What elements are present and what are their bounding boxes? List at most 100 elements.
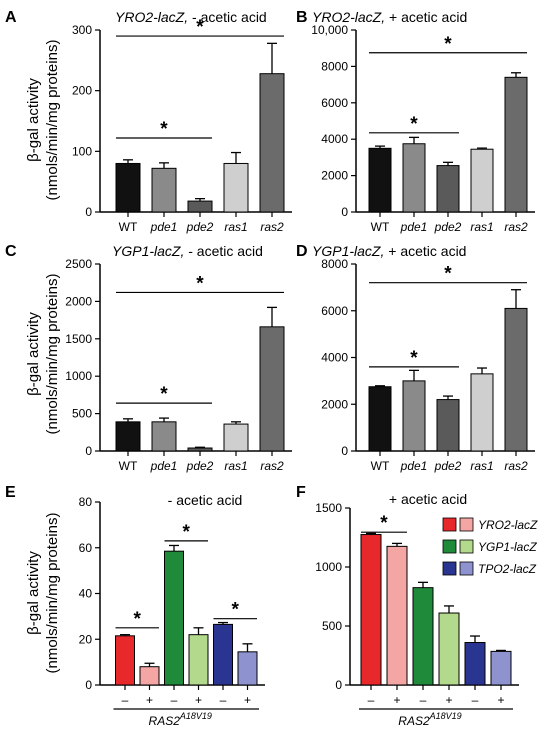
- significance-star: *: [134, 609, 142, 630]
- bar-C-0: [115, 421, 141, 452]
- bar-E-3: [188, 634, 209, 686]
- bar-A-2: [187, 200, 213, 213]
- category-label: ras2: [260, 220, 284, 234]
- category-label: pde1: [400, 220, 428, 234]
- category-label: –: [420, 693, 427, 707]
- group-label-allele: A18V19: [429, 711, 462, 721]
- group-label-gene: RAS2: [149, 714, 181, 728]
- panel-title-condition: + acetic acid: [384, 243, 466, 259]
- panel-letter-B: B: [296, 9, 308, 26]
- legend-label: YGP1-lacZ: [478, 540, 537, 554]
- panel-title-gene: YGP1-lacZ,: [112, 243, 184, 259]
- y-tick-label: 2000: [65, 294, 92, 308]
- y-tick-label: 8000: [321, 257, 348, 271]
- panel-title-C: YGP1-lacZ, - acetic acid: [112, 243, 263, 259]
- y-tick-label: 300: [72, 23, 92, 37]
- ylabel-row3-line2: (nmols/min/mg proteins): [44, 513, 61, 674]
- bar-D-1: [402, 380, 426, 452]
- y-tick-label: 40: [79, 587, 93, 601]
- panel-title-condition: - acetic acid: [188, 9, 267, 25]
- legend-swatch-light: [459, 539, 474, 554]
- legend-swatch-dark: [442, 517, 457, 532]
- category-label: pde2: [186, 459, 214, 473]
- y-tick-label: 500: [322, 619, 342, 633]
- y-tick-label: 0: [85, 205, 92, 219]
- category-label: ras1: [224, 459, 247, 473]
- bar-D-3: [470, 373, 494, 452]
- category-label: +: [393, 693, 400, 707]
- panel-F: F + acetic acid 0 500 1000 1500 – + – + – + RAS2A18V…: [296, 484, 538, 728]
- y-tick-label: 1500: [65, 332, 92, 346]
- legend-label: YRO2-lacZ: [478, 518, 538, 532]
- y-tick-label: 4000: [321, 132, 348, 146]
- significance-star: *: [380, 513, 388, 534]
- y-tick-label: 6000: [321, 304, 348, 318]
- category-label: +: [195, 693, 202, 707]
- ylabel-row1-line2: (nmols/min/mg proteins): [44, 40, 61, 201]
- bar-E-4: [213, 623, 233, 686]
- legend-swatch-dark: [442, 539, 457, 554]
- category-label: pde1: [150, 459, 178, 473]
- legend-label: TPO2-lacZ: [478, 562, 537, 576]
- significance-star: *: [444, 264, 452, 285]
- significance-star: *: [410, 348, 418, 369]
- panel-title-gene: YRO2-lacZ,: [312, 9, 385, 25]
- significance-star: *: [410, 114, 418, 135]
- significance-star: *: [196, 273, 204, 294]
- category-label: –: [220, 693, 227, 707]
- y-tick-label: 6000: [321, 96, 348, 110]
- bar-A-0: [115, 162, 141, 213]
- category-label: ras2: [504, 220, 528, 234]
- category-label: WT: [371, 459, 390, 473]
- bar-E-2: [164, 550, 184, 686]
- bar-C-4: [259, 326, 285, 452]
- ylabel-row2-line1: β-gal activity: [25, 312, 42, 396]
- bar-E-1: [139, 666, 160, 686]
- bar-B-2: [436, 165, 460, 213]
- y-tick-label: 1500: [315, 501, 342, 515]
- category-label: ras1: [470, 459, 493, 473]
- panel-title-E: - acetic acid: [168, 492, 243, 508]
- significance-star: *: [160, 384, 168, 405]
- y-tick-label: 60: [79, 541, 93, 555]
- panel-title-F: + acetic acid: [389, 491, 467, 507]
- y-tick-label: 0: [335, 678, 342, 692]
- legend-swatch-light: [459, 561, 474, 576]
- category-label: –: [122, 693, 129, 707]
- y-tick-label: 8000: [321, 59, 348, 73]
- y-tick-label: 1000: [315, 560, 342, 574]
- category-label: ras2: [260, 459, 284, 473]
- category-label: pde1: [400, 459, 428, 473]
- ylabel-row2-line2: (nmols/min/mg proteins): [44, 274, 61, 435]
- category-label: WT: [371, 220, 390, 234]
- y-tick-label: 4000: [321, 351, 348, 365]
- category-label: pde2: [434, 459, 462, 473]
- category-label: pde1: [150, 220, 178, 234]
- bar-A-3: [223, 162, 249, 213]
- panel-E: E - acetic acid 0 20 40 60 80 – + – + – + RAS2A18V19 *…: [5, 484, 265, 728]
- y-tick-label: 1000: [65, 369, 92, 383]
- category-label: pde2: [434, 220, 462, 234]
- category-label: –: [368, 693, 375, 707]
- panel-title-A: YRO2-lacZ, - acetic acid: [115, 9, 267, 25]
- category-label: ras2: [504, 459, 528, 473]
- category-label: –: [472, 693, 479, 707]
- bar-D-2: [436, 399, 460, 452]
- legend-swatch-dark: [442, 561, 457, 576]
- y-tick-label: 2500: [65, 257, 92, 271]
- bar-B-3: [470, 148, 494, 213]
- group-label-gene: RAS2: [398, 714, 430, 728]
- bar-F-4: [464, 642, 486, 686]
- panel-title-gene: YRO2-lacZ,: [115, 9, 188, 25]
- category-label: ras1: [470, 220, 493, 234]
- category-label: WT: [119, 220, 138, 234]
- y-tick-label: 0: [341, 444, 348, 458]
- significance-star: *: [183, 522, 191, 543]
- category-label: +: [445, 693, 452, 707]
- panel-title-D: YGP1-lacZ, + acetic acid: [312, 243, 466, 259]
- legend-swatch-light: [459, 517, 474, 532]
- y-tick-label: 80: [79, 495, 93, 509]
- bar-C-2: [187, 447, 213, 452]
